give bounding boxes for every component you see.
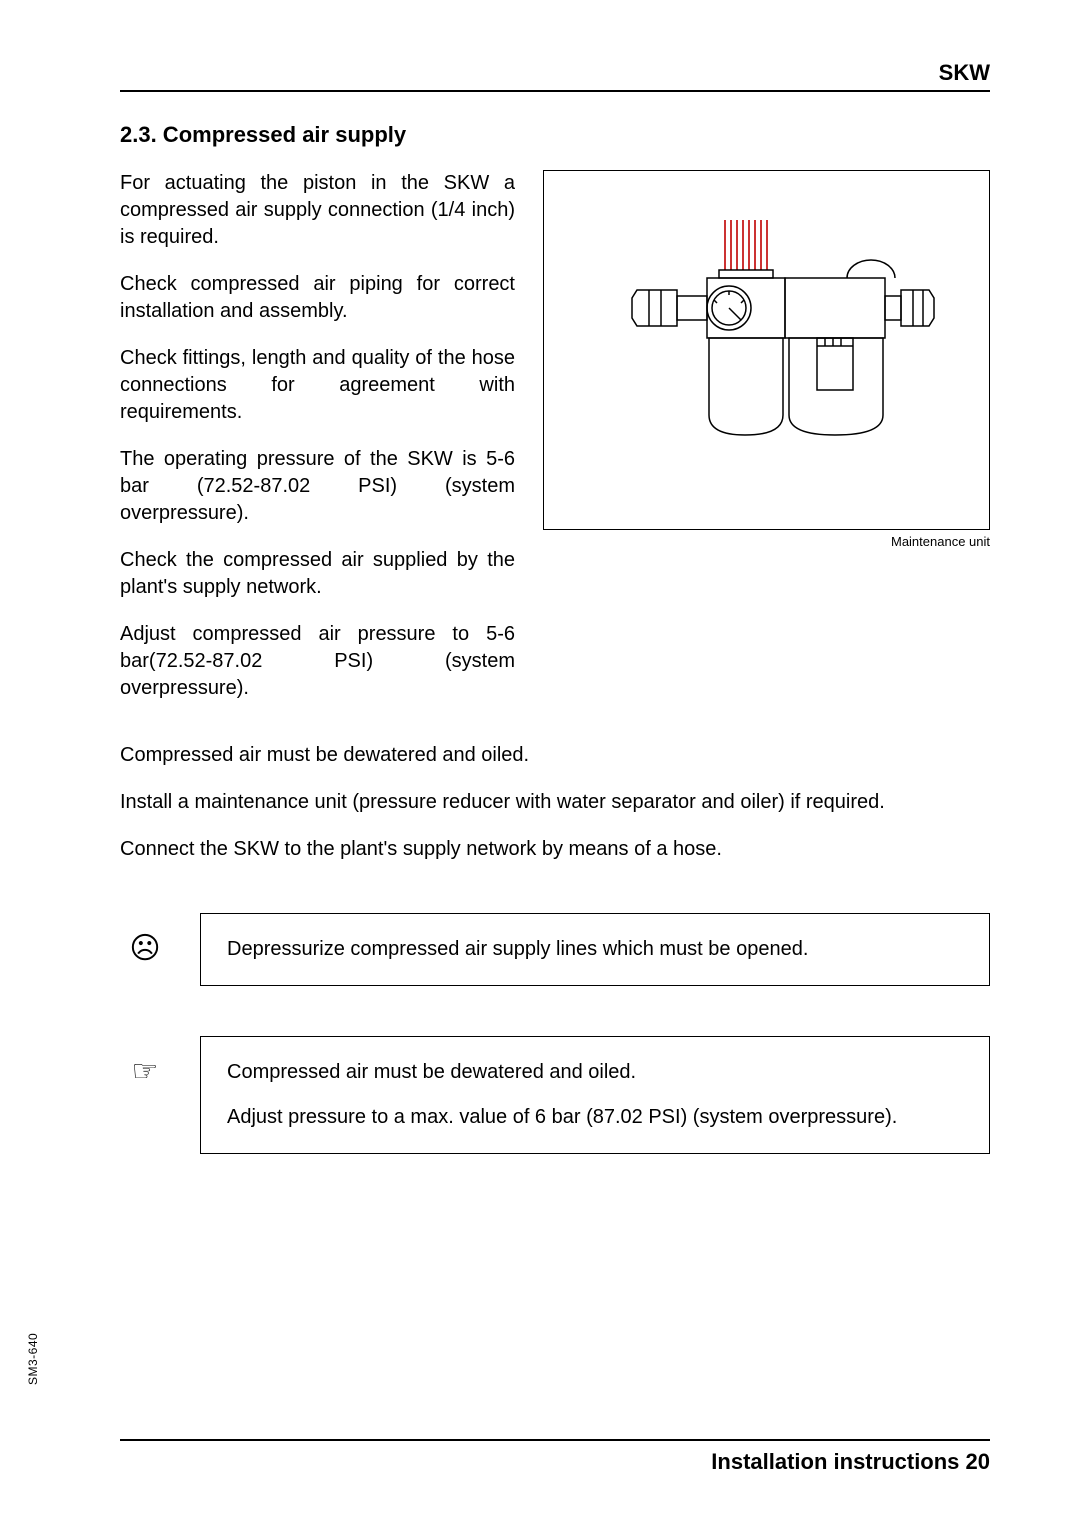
paragraph: Install a maintenance unit (pressure red… [120, 789, 990, 816]
pointing-hand-icon: ☞ [120, 1036, 170, 1089]
header-label: SKW [939, 60, 990, 85]
info-text: Compressed air must be dewatered and oil… [227, 1059, 963, 1086]
header-row: SKW [120, 60, 990, 92]
info-box: Compressed air must be dewatered and oil… [200, 1036, 990, 1154]
warning-text: Depressurize compressed air supply lines… [227, 936, 963, 963]
warning-box: Depressurize compressed air supply lines… [200, 913, 990, 986]
sad-face-icon: ☹ [120, 913, 170, 966]
paragraph: Compressed air must be dewatered and oil… [120, 742, 990, 769]
paragraph: The operating pressure of the SKW is 5-6… [120, 446, 515, 527]
section-title: 2.3. Compressed air supply [120, 122, 990, 148]
maintenance-unit-figure [543, 170, 990, 530]
footer: Installation instructions 20 [120, 1439, 990, 1475]
document-id: SM3-640 [26, 1333, 40, 1385]
paragraph: Check compressed air piping for correct … [120, 271, 515, 325]
info-text: Adjust pressure to a max. value of 6 bar… [227, 1104, 963, 1131]
left-text-column: For actuating the piston in the SKW a co… [120, 170, 515, 722]
info-notice: ☞ Compressed air must be dewatered and o… [120, 1036, 990, 1154]
two-column-layout: For actuating the piston in the SKW a co… [120, 170, 990, 722]
footer-text: Installation instructions 20 [711, 1449, 990, 1474]
paragraph: Adjust compressed air pressure to 5-6 ba… [120, 621, 515, 702]
paragraph: Connect the SKW to the plant's supply ne… [120, 836, 990, 863]
maintenance-unit-diagram [577, 200, 957, 500]
paragraph: Check the compressed air supplied by the… [120, 547, 515, 601]
right-figure-column: Maintenance unit [543, 170, 990, 722]
paragraph: For actuating the piston in the SKW a co… [120, 170, 515, 251]
paragraph: Check fittings, length and quality of th… [120, 345, 515, 426]
warning-notice: ☹ Depressurize compressed air supply lin… [120, 913, 990, 986]
figure-caption: Maintenance unit [543, 534, 990, 549]
